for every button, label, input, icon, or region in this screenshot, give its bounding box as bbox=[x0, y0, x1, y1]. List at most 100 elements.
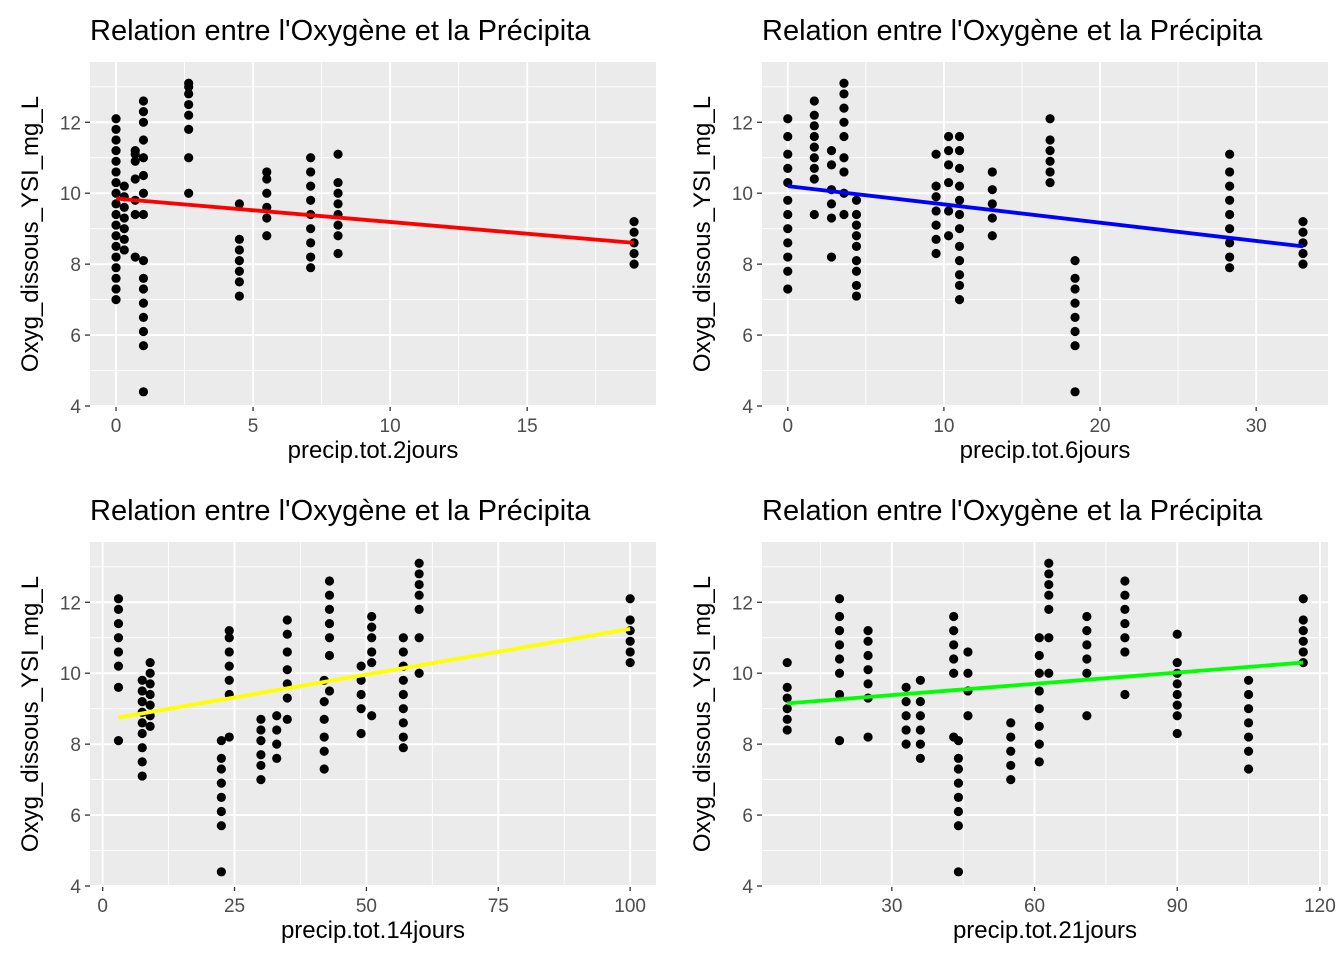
data-point bbox=[113, 604, 124, 614]
y-tick-label: 8 bbox=[70, 255, 81, 276]
data-point bbox=[216, 753, 226, 763]
data-point bbox=[137, 728, 147, 739]
y-tick-label: 8 bbox=[70, 735, 81, 756]
data-point bbox=[119, 213, 129, 223]
data-point bbox=[130, 174, 140, 184]
data-point bbox=[851, 255, 862, 266]
data-point bbox=[931, 181, 941, 191]
data-point bbox=[256, 735, 266, 746]
data-point bbox=[1243, 689, 1254, 700]
data-point bbox=[306, 224, 316, 234]
data-point bbox=[319, 714, 329, 724]
data-point bbox=[1070, 273, 1080, 283]
y-tick-label: 12 bbox=[732, 113, 753, 134]
data-point bbox=[1298, 594, 1308, 604]
data-point bbox=[1044, 558, 1054, 568]
data-point bbox=[953, 792, 964, 802]
data-point bbox=[113, 594, 124, 604]
data-point bbox=[915, 739, 925, 749]
data-point bbox=[915, 753, 925, 763]
y-tick-label: 8 bbox=[742, 735, 753, 756]
data-point bbox=[954, 209, 965, 220]
data-point bbox=[333, 220, 343, 230]
data-point bbox=[282, 629, 292, 639]
data-point bbox=[1070, 284, 1080, 294]
data-point bbox=[1120, 576, 1130, 586]
y-tick-label: 4 bbox=[70, 397, 81, 418]
data-point bbox=[398, 704, 408, 714]
data-point bbox=[625, 594, 635, 604]
data-point bbox=[863, 650, 873, 661]
data-point bbox=[138, 298, 149, 308]
data-point bbox=[782, 725, 792, 735]
data-point bbox=[839, 117, 849, 127]
data-point bbox=[809, 163, 819, 173]
data-point bbox=[851, 280, 862, 291]
data-point bbox=[111, 124, 121, 134]
data-point bbox=[1120, 633, 1130, 643]
data-point bbox=[306, 181, 316, 191]
data-point bbox=[324, 650, 335, 661]
data-point bbox=[111, 284, 121, 294]
data-point bbox=[943, 206, 954, 216]
data-point bbox=[414, 604, 424, 614]
data-point bbox=[1120, 604, 1130, 614]
data-point bbox=[901, 711, 911, 721]
data-point bbox=[1225, 149, 1235, 159]
data-point bbox=[256, 725, 266, 735]
data-point bbox=[1034, 721, 1044, 732]
data-point bbox=[1045, 146, 1055, 156]
x-tick-label: 0 bbox=[97, 896, 108, 917]
data-point bbox=[138, 341, 149, 351]
data-point bbox=[145, 679, 155, 689]
data-point bbox=[1044, 590, 1054, 600]
data-point bbox=[137, 757, 147, 767]
data-point bbox=[901, 725, 911, 735]
data-point bbox=[783, 238, 793, 248]
data-point bbox=[111, 295, 121, 305]
data-point bbox=[1006, 718, 1016, 728]
data-point bbox=[1172, 657, 1182, 668]
x-tick-label: 75 bbox=[488, 896, 509, 917]
data-point bbox=[1034, 739, 1044, 749]
data-point bbox=[138, 326, 149, 337]
data-point bbox=[138, 153, 149, 163]
y-axis-title: Oxyg_dissous_YSI_mg_L bbox=[17, 576, 44, 852]
x-tick-label: 30 bbox=[881, 896, 902, 917]
data-point bbox=[184, 188, 194, 198]
data-point bbox=[111, 263, 121, 273]
x-tick-label: 60 bbox=[1024, 896, 1045, 917]
data-point bbox=[1243, 764, 1254, 774]
data-point bbox=[282, 615, 292, 625]
data-point bbox=[306, 252, 316, 262]
data-point bbox=[1045, 114, 1055, 124]
data-point bbox=[1006, 746, 1016, 756]
data-point bbox=[809, 209, 819, 220]
data-point bbox=[949, 626, 959, 636]
data-point bbox=[953, 821, 964, 831]
data-point bbox=[809, 110, 819, 120]
regression-line bbox=[787, 660, 1304, 706]
data-point bbox=[1298, 248, 1308, 259]
y-axis-title: Oxyg_dissous_YSI_mg_L bbox=[17, 96, 44, 372]
data-point bbox=[915, 725, 925, 735]
data-point bbox=[1034, 757, 1044, 767]
data-point bbox=[987, 167, 997, 177]
data-point bbox=[834, 735, 845, 746]
data-point bbox=[111, 252, 121, 262]
data-point bbox=[953, 764, 964, 774]
data-point bbox=[931, 206, 941, 216]
data-point bbox=[111, 177, 121, 188]
data-point bbox=[954, 195, 965, 205]
data-point bbox=[138, 96, 149, 106]
data-point bbox=[826, 160, 837, 170]
data-point bbox=[262, 188, 272, 198]
data-point bbox=[145, 668, 155, 678]
data-point bbox=[414, 579, 424, 590]
data-point bbox=[306, 263, 316, 273]
data-point bbox=[234, 277, 244, 287]
y-tick-label: 10 bbox=[60, 664, 81, 685]
data-point bbox=[256, 714, 266, 724]
data-point bbox=[113, 682, 124, 693]
x-tick-label: 120 bbox=[1304, 896, 1336, 917]
